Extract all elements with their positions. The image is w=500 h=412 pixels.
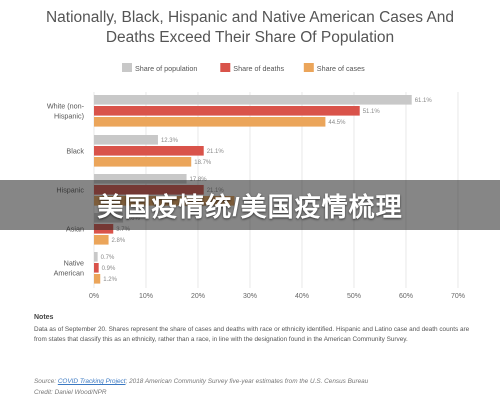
data-label: 61.1%: [415, 98, 433, 104]
x-tick-label: 70%: [451, 293, 465, 300]
category-label: Native: [64, 258, 84, 267]
data-label: 2.8%: [112, 238, 126, 244]
x-tick-label: 10%: [139, 293, 153, 300]
data-label: 3.7%: [116, 227, 130, 233]
data-label: 44.5%: [328, 120, 346, 126]
data-label: 0.9%: [102, 266, 116, 272]
data-label: 1.2%: [103, 277, 117, 283]
legend-label: Share of population: [135, 64, 197, 73]
bar: [94, 274, 101, 284]
source-link[interactable]: COVID Tracking Project: [57, 378, 126, 385]
bar: [94, 235, 109, 245]
bar: [94, 135, 158, 145]
bar: [94, 157, 192, 167]
x-tick-label: 30%: [243, 293, 257, 300]
source-line: Source: COVID Tracking Project; 2018 Ame…: [34, 376, 368, 387]
source-rest: ; 2018 American Community Survey five-ye…: [125, 378, 369, 385]
bar: [94, 117, 326, 127]
chart-title-line-2: Deaths Exceed Their Share Of Population: [105, 29, 395, 46]
overlay-banner-text: 美国疫情统/美国疫情梳理: [97, 191, 403, 222]
bar: [94, 95, 412, 105]
bar: [94, 252, 98, 262]
notes-text: Data as of September 20. Shares represen…: [34, 326, 470, 343]
bar: [94, 174, 187, 184]
legend-label: Share of cases: [317, 64, 365, 73]
legend-swatch: [220, 63, 231, 72]
bar: [94, 146, 204, 156]
credit-line: Credit: Daniel Wood/NPR: [34, 389, 107, 396]
bar: [94, 106, 360, 116]
x-tick-label: 60%: [399, 293, 413, 300]
notes-heading: Notes: [34, 314, 54, 321]
data-label: 21.1%: [207, 149, 225, 155]
x-tick-label: 40%: [295, 293, 309, 300]
x-tick-label: 50%: [347, 293, 361, 300]
chart-title-line-1: Nationally, Black, Hispanic and Native A…: [45, 9, 455, 26]
legend-swatch: [122, 63, 132, 72]
data-label: 51.1%: [363, 109, 381, 115]
data-label: 18.7%: [194, 160, 212, 166]
legend-label: Share of deaths: [233, 64, 284, 73]
chart-title: Nationally, Black, Hispanic and Native A…: [0, 8, 500, 48]
category-label: American: [54, 268, 84, 277]
category-label: Hispanic): [54, 111, 84, 120]
x-tick-label: 20%: [191, 293, 205, 300]
category-label: White (non-: [47, 101, 85, 110]
source-section: Source: COVID Tracking Project; 2018 Ame…: [34, 376, 368, 398]
overlay-banner: 美国疫情统/美国疫情梳理: [0, 180, 500, 230]
bar: [94, 263, 99, 273]
notes-section: Notes Data as of September 20. Shares re…: [34, 313, 474, 345]
legend-swatch: [303, 63, 314, 72]
data-label: 0.7%: [101, 255, 115, 261]
source-prefix: Source:: [34, 378, 58, 385]
x-tick-label: 0%: [89, 293, 99, 300]
category-label: Black: [66, 146, 84, 155]
data-label: 12.3%: [161, 138, 179, 144]
